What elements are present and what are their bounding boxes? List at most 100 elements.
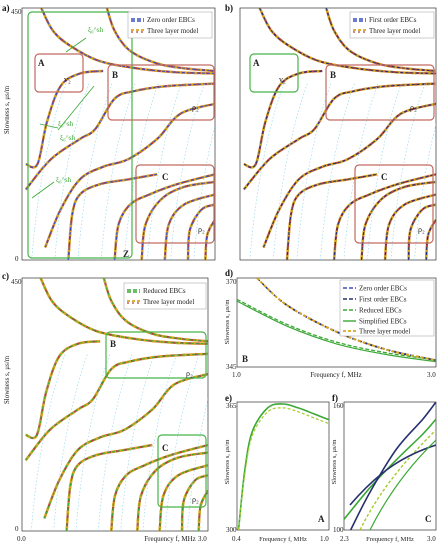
panel-a-ylabel: Slowness s, μs/m	[3, 85, 11, 134]
panel-c-box-c	[157, 434, 207, 508]
panel-f-extra-3	[369, 439, 436, 530]
panel-a-annot-3: ξ₀^sh	[60, 134, 76, 142]
panel-e-ylabel: Slowness s, μs/m	[224, 440, 231, 485]
panel-f-label: f)	[332, 393, 338, 403]
panel-b-mode-7-ebc	[333, 173, 436, 260]
panel-d-ytick-top: 370	[226, 278, 237, 286]
panel-a-mode-2-ebc	[106, 8, 215, 72]
panel-a-curves	[24, 8, 215, 260]
panel-a-annotations	[31, 37, 95, 199]
panel-c-mode-5-model	[43, 372, 208, 519]
panel-c-leaky-6	[142, 353, 178, 531]
panel-a-box-z-label: Z	[123, 249, 129, 259]
panel-e-series-2	[237, 407, 329, 530]
panel-b-frame	[239, 7, 437, 261]
panel-e-curves	[237, 403, 329, 530]
panel-b-mode-8-ebc	[360, 181, 436, 260]
panel-a-mode-2-model	[105, 8, 215, 73]
panel-c-leaky-2	[53, 353, 88, 531]
panel-c-mode-1-ebc	[40, 278, 208, 345]
panel-a-box-a-label: A	[38, 58, 45, 68]
panel-c-ytick-top: 450	[11, 278, 22, 286]
panel-b-legend-item-2: Three layer model	[369, 27, 420, 35]
panel-a-legend-item-1: Zero order EBCs	[147, 16, 195, 24]
panel-a-box-b-label: B	[112, 70, 118, 80]
panel-c-mode-3-model-base	[25, 340, 101, 440]
panel-e-label: e)	[225, 393, 232, 403]
panel-e-ytick-bottom: 300	[226, 526, 237, 534]
panel-b-legend-item-1: First order EBCs	[369, 16, 417, 24]
panel-a-legend: Zero order EBCs Three layer model	[127, 11, 213, 39]
panel-a-box-z	[27, 11, 133, 259]
panel-e-ytick-top: 365	[226, 402, 237, 410]
panel-d-frame	[236, 277, 437, 368]
panel-d-label: d)	[225, 268, 233, 278]
panel-c-legend-item-2: Three layer model	[143, 298, 194, 306]
panel-e-xtick-right: 1.0	[320, 535, 329, 543]
panel-a-mode-4-ebc	[25, 83, 215, 190]
panel-b-curves	[242, 8, 436, 260]
panel-c-mode-11-ebc	[198, 490, 208, 531]
panel-b-mode-6-ebc	[286, 173, 378, 260]
panel-b-mode-11-ebc	[425, 219, 436, 260]
panel-e-series-1	[237, 403, 329, 530]
panel-d-legend-item-3: Reduced EBCs	[359, 307, 402, 315]
panel-d-ytick-bottom: 345	[226, 363, 237, 371]
panel-c-legend-item-1: Reduced EBCs	[143, 287, 186, 295]
panel-c-mode-7-ebc	[110, 444, 208, 531]
panel-c-mode-6-model-base	[65, 443, 153, 531]
panel-a-ytick-top: 450	[11, 8, 22, 16]
panel-d-ylabel: Slowness s, μs/m	[224, 300, 231, 345]
panel-a-leaky-2	[54, 83, 90, 260]
panel-b-mode-3-model	[243, 69, 323, 169]
panel-b-leaky-6	[367, 83, 402, 260]
panel-b-leaky-2	[273, 83, 308, 260]
panel-a-label: a)	[2, 3, 10, 13]
panel-d-xtick-right: 3.0	[427, 371, 436, 379]
panel-f-series-2	[349, 402, 436, 530]
panel-b-mode-3-model-base	[243, 69, 323, 169]
panel-a-mode-1-ebc	[40, 8, 215, 75]
panel-a-mode-7-ebc	[114, 173, 215, 260]
panel-e-frame	[236, 401, 330, 531]
panel-a-mode-9-ebc	[164, 193, 215, 260]
panel-d-series-3	[237, 298, 436, 361]
panel-a-annot-4: ξ₀^sh	[56, 176, 72, 184]
panel-b-mode-10-ebc	[408, 204, 436, 260]
panel-d-curves	[237, 278, 436, 363]
panel-b-leaky-7	[390, 83, 426, 260]
panel-b-mode-6-model-base	[285, 173, 378, 260]
panel-c-label: c)	[2, 271, 9, 281]
panel-c-xlabel: Frequency f, MHz	[144, 535, 196, 543]
panel-c-mode-10-model	[180, 474, 208, 531]
panel-a-leaky-6	[147, 83, 182, 260]
panel-c-curves	[24, 278, 208, 531]
panel-c-mode-6-ebc	[66, 444, 153, 531]
panel-b-mode-4-ebc	[243, 83, 436, 190]
panel-a-legend-item-2: Three layer model	[147, 27, 198, 35]
panel-a-leaky-3	[77, 83, 113, 260]
panel-d-corner-label: B	[242, 354, 248, 364]
panel-c-ylabel: Slowness s, μs/m	[3, 355, 11, 404]
panel-c-legend: Reduced EBCs Three layer model	[123, 282, 207, 310]
panel-f-extra-2	[349, 444, 436, 506]
panel-c-ytick-bottom: 0	[15, 525, 19, 533]
panel-e-xlabel: Frequency f, MHz	[259, 536, 307, 543]
panel-c-mode-10-ebc	[181, 474, 208, 531]
panel-b-mode-5-ebc	[262, 103, 436, 248]
panel-b-mode-9-ebc	[384, 193, 436, 260]
panel-c-box-b-label: B	[110, 339, 116, 349]
panel-b-mode-label-rho2-c: ρ₂	[418, 225, 425, 234]
panel-a-leaky-7	[170, 83, 205, 260]
panel-b-leaky-1	[249, 83, 285, 260]
panel-b-mode-6-model	[285, 173, 378, 260]
panel-b-legend: First order EBCs Three layer model	[349, 11, 435, 39]
panel-f-ytick-top: 160	[333, 402, 344, 410]
panel-a-mode-10-model	[186, 203, 215, 260]
panel-b-mode-2-ebc	[325, 8, 436, 72]
panel-a-annot-2: ξ₀^sh	[58, 120, 74, 128]
panel-b-box-a-label: A	[253, 58, 260, 68]
panel-b-box-a	[249, 53, 299, 93]
panel-b-box-c	[354, 164, 434, 244]
